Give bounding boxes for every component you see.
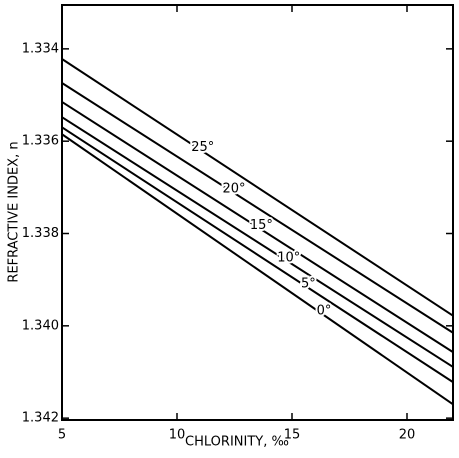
- y-tick-label: 1.334: [22, 41, 59, 56]
- series-line: [61, 101, 454, 353]
- y-tick-label: 1.336: [22, 134, 59, 149]
- x-tick-label: 5: [58, 428, 66, 443]
- y-tick-label: 1.342: [22, 411, 59, 426]
- series-line: [61, 126, 454, 383]
- y-tick-label: 1.340: [22, 318, 59, 333]
- y-tick-label: 1.338: [22, 226, 59, 241]
- series-line: [61, 82, 454, 334]
- series-label: 15°: [250, 218, 273, 233]
- series-label: 25°: [191, 140, 214, 155]
- series-line: [61, 133, 454, 406]
- x-tick-label: 20: [399, 428, 416, 443]
- series-label: 5°: [301, 276, 316, 291]
- series-label: 10°: [277, 251, 300, 266]
- series-label: 20°: [223, 181, 246, 196]
- series-line: [61, 116, 454, 368]
- x-axis-label: CHLORINITY, ‰: [185, 435, 289, 450]
- y-axis-label: REFRACTIVE INDEX, n: [7, 141, 22, 282]
- series-line: [61, 58, 454, 317]
- x-tick-label: 15: [284, 428, 301, 443]
- series-label: 0°: [317, 304, 332, 319]
- x-tick-label: 10: [169, 428, 186, 443]
- plot-frame: [61, 4, 454, 421]
